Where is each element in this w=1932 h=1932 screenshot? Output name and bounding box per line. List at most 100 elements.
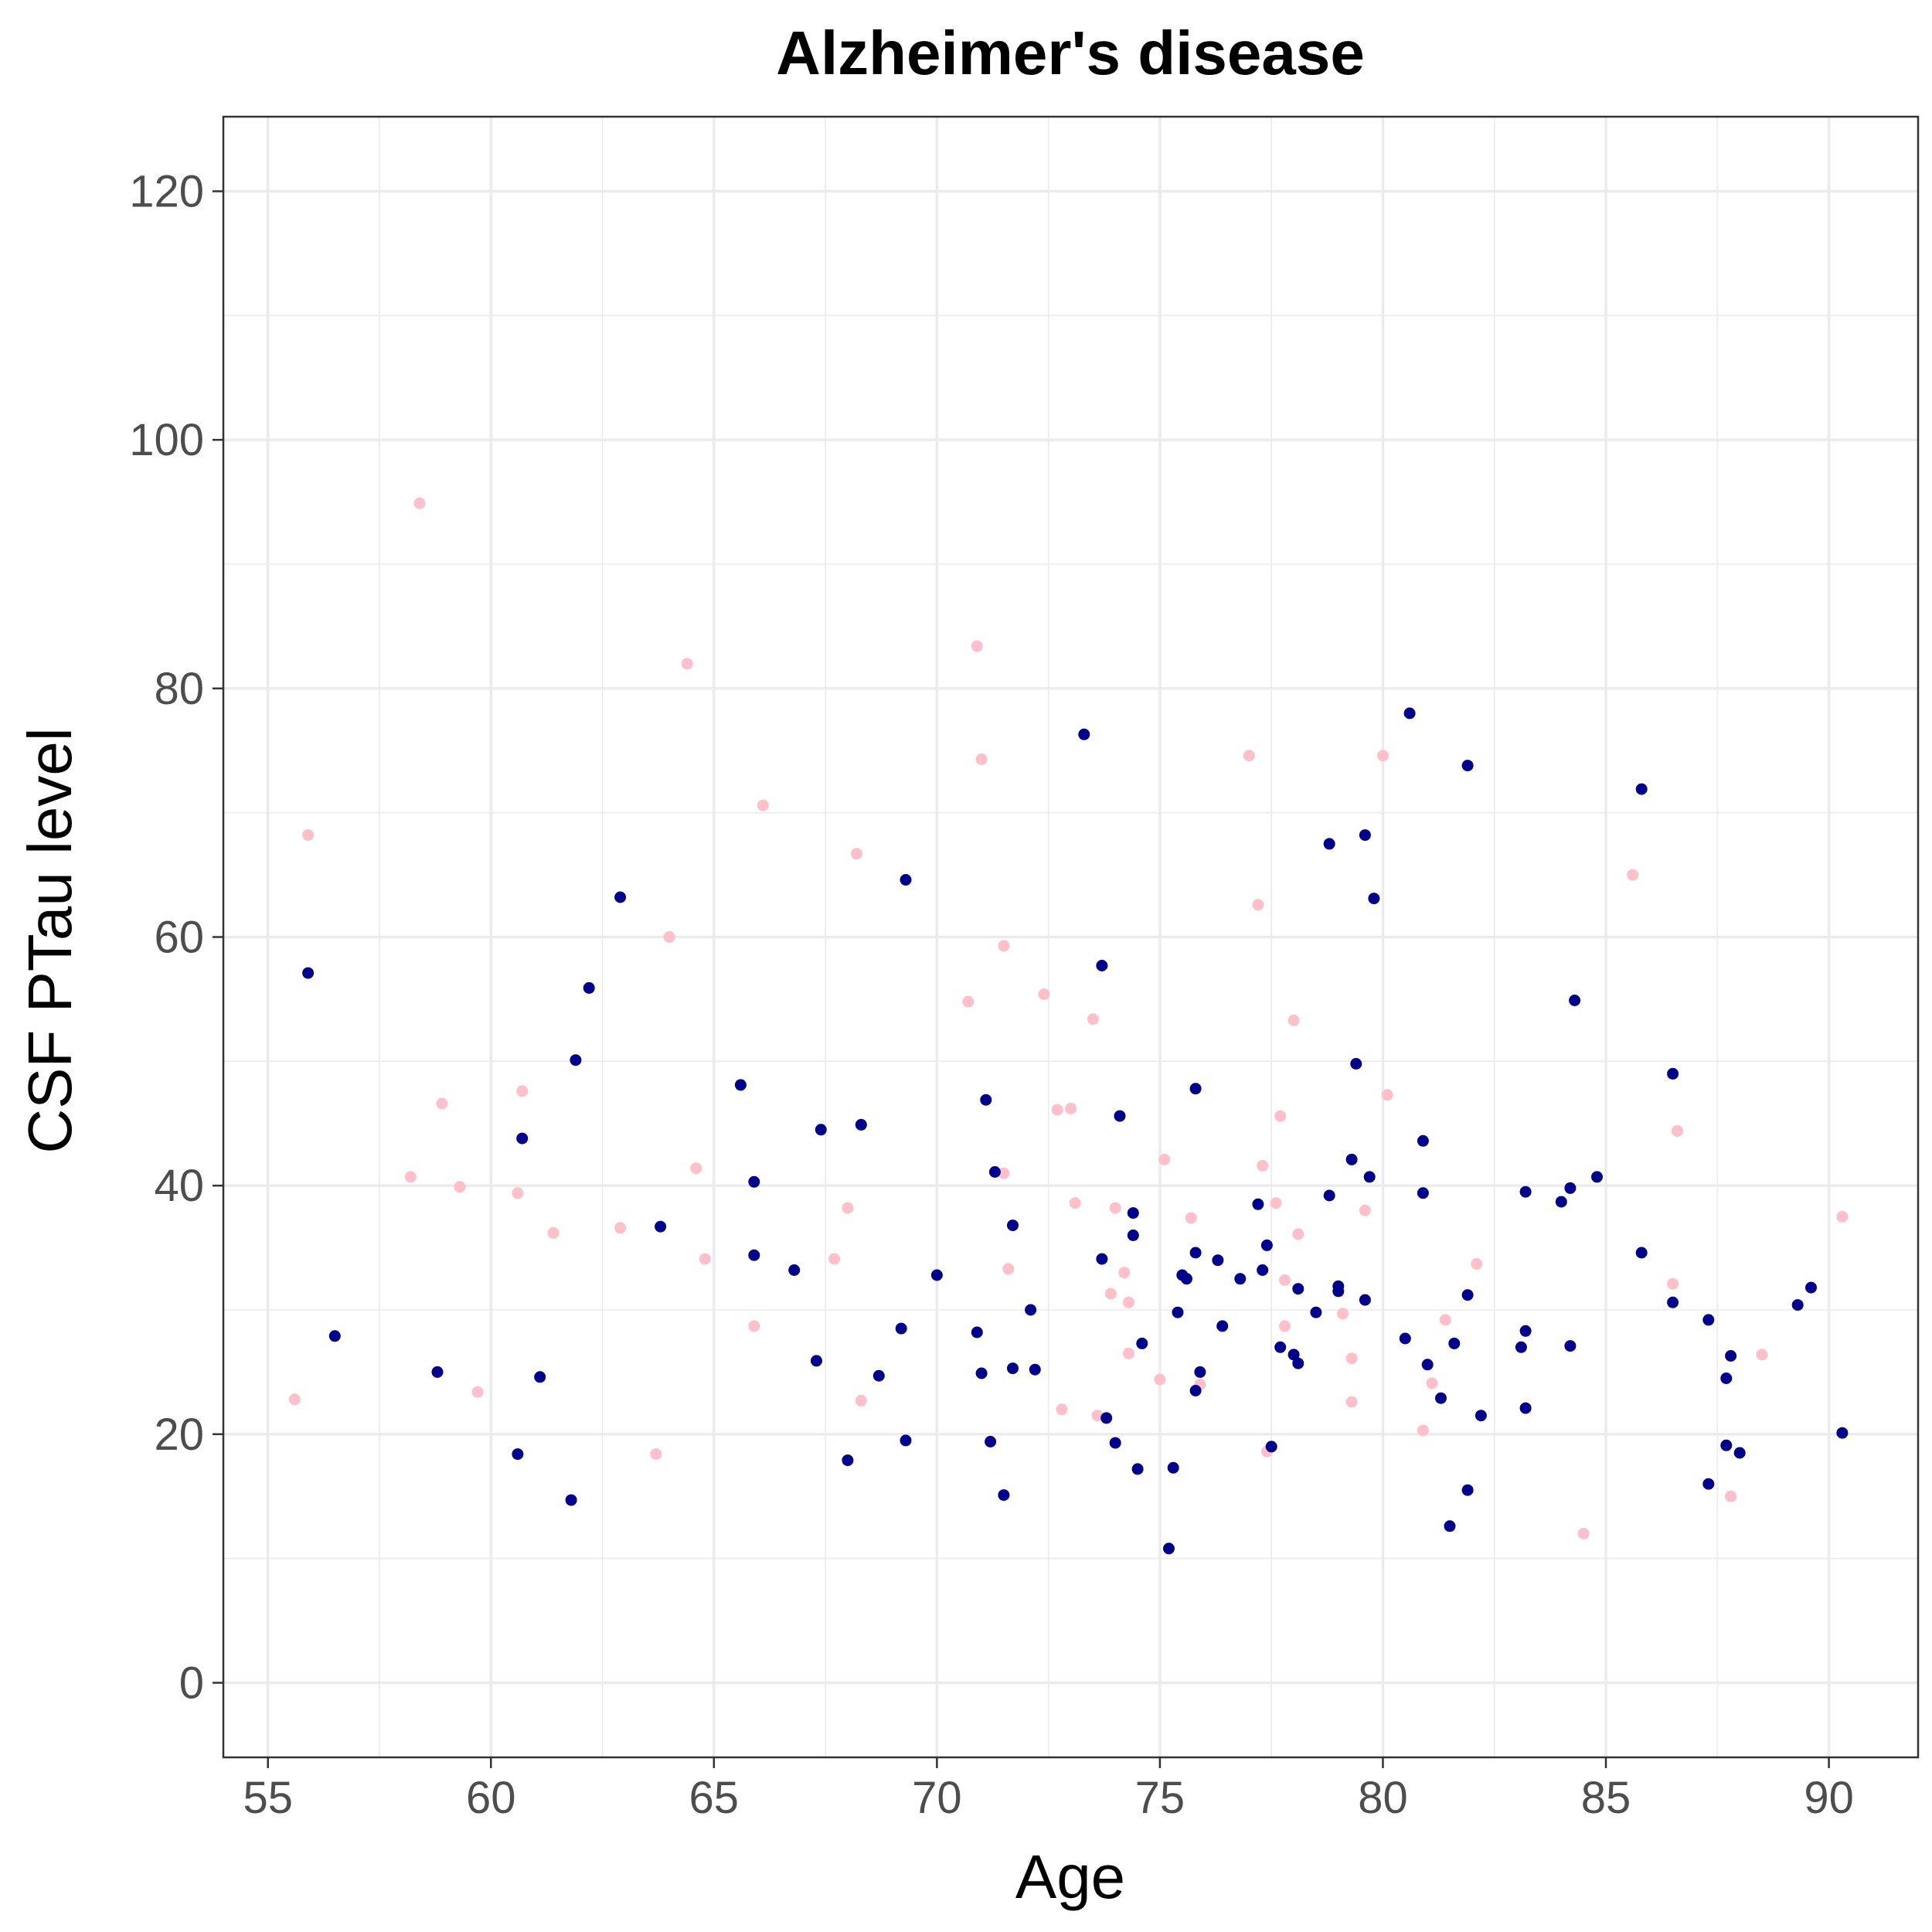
data-point: [1181, 1273, 1192, 1285]
data-point: [1292, 1357, 1304, 1369]
data-point: [1555, 1196, 1567, 1208]
y-tick-label: 0: [179, 1658, 204, 1709]
x-tick-label: 65: [689, 1773, 740, 1823]
data-point: [1007, 1219, 1019, 1232]
data-point: [1096, 960, 1108, 971]
data-point: [1471, 1258, 1483, 1270]
data-point: [788, 1264, 801, 1276]
data-point: [1439, 1314, 1451, 1326]
data-point: [1444, 1520, 1456, 1532]
data-point: [1029, 1363, 1041, 1376]
y-tick-label: 120: [129, 167, 204, 217]
data-point: [1136, 1337, 1148, 1349]
data-point: [328, 1330, 341, 1342]
data-point: [1756, 1349, 1768, 1361]
data-point: [855, 1118, 867, 1131]
data-point: [1158, 1153, 1171, 1165]
data-point: [1109, 1202, 1121, 1214]
data-point: [655, 1220, 667, 1233]
data-point: [1515, 1341, 1527, 1353]
data-point: [1399, 1332, 1411, 1345]
data-point: [1345, 1153, 1358, 1165]
data-point: [1359, 1204, 1371, 1216]
data-point: [1836, 1427, 1849, 1439]
data-point: [1725, 1490, 1737, 1502]
data-point: [1345, 1352, 1358, 1365]
data-point: [614, 1222, 627, 1234]
data-point: [1131, 1463, 1144, 1475]
data-point: [1627, 869, 1639, 881]
data-point: [962, 995, 975, 1008]
y-tick-label: 40: [154, 1161, 204, 1211]
data-point: [930, 1269, 943, 1281]
data-point: [1270, 1197, 1282, 1209]
data-point: [288, 1393, 301, 1406]
data-point: [1519, 1185, 1532, 1198]
data-point: [985, 1436, 997, 1447]
data-point: [1114, 1110, 1126, 1122]
data-point: [1257, 1264, 1269, 1276]
x-tick-label: 90: [1804, 1773, 1854, 1823]
y-axis-title: CSF PTau level: [15, 727, 84, 1153]
data-point: [1189, 1083, 1202, 1095]
data-point: [1702, 1314, 1715, 1326]
data-point: [1123, 1347, 1134, 1359]
data-point: [699, 1253, 711, 1265]
data-point: [471, 1386, 484, 1398]
data-point: [1403, 707, 1416, 719]
data-point: [1323, 838, 1335, 850]
y-tick-label: 20: [154, 1410, 204, 1460]
data-point: [872, 1369, 885, 1382]
data-point: [1104, 1287, 1117, 1300]
data-point: [1292, 1228, 1304, 1240]
data-point: [690, 1162, 702, 1175]
data-point: [1577, 1528, 1590, 1539]
data-point: [1189, 1385, 1202, 1396]
data-point: [1100, 1412, 1113, 1424]
data-point: [1377, 750, 1389, 762]
data-point: [1310, 1306, 1322, 1318]
data-point: [1363, 1171, 1376, 1183]
data-point: [1359, 1294, 1371, 1306]
data-point: [534, 1371, 546, 1383]
chart-title: Alzheimer's disease: [776, 19, 1365, 87]
data-point: [988, 1166, 1001, 1178]
x-tick-label: 70: [912, 1773, 962, 1823]
data-point: [1671, 1124, 1683, 1137]
data-point: [681, 658, 693, 670]
data-point: [734, 1079, 747, 1091]
data-point: [1292, 1283, 1304, 1295]
data-point: [1167, 1461, 1179, 1474]
data-point: [1350, 1058, 1362, 1070]
data-point: [1733, 1447, 1746, 1459]
data-point: [1234, 1273, 1247, 1285]
data-point: [1038, 988, 1050, 1000]
data-point: [413, 497, 426, 509]
data-point: [1025, 1304, 1037, 1316]
data-point: [1359, 829, 1371, 842]
data-point: [1569, 995, 1581, 1006]
data-point: [1448, 1337, 1461, 1349]
data-points: [288, 497, 1849, 1555]
data-point: [1791, 1299, 1804, 1311]
data-point: [828, 1253, 841, 1265]
data-point: [1287, 1349, 1300, 1361]
data-point: [855, 1394, 867, 1406]
data-point: [748, 1175, 760, 1188]
x-tick-label: 55: [243, 1773, 293, 1823]
data-point: [1069, 1197, 1081, 1209]
data-point: [1564, 1340, 1577, 1352]
data-point: [1635, 783, 1648, 795]
data-point: [895, 1322, 907, 1335]
data-point: [1127, 1207, 1139, 1219]
data-point: [900, 874, 912, 886]
data-point: [1243, 750, 1255, 762]
data-point: [1096, 1253, 1108, 1265]
data-point: [842, 1202, 854, 1214]
data-point: [998, 1167, 1010, 1179]
data-point: [1381, 1089, 1393, 1101]
data-point: [1461, 1289, 1474, 1301]
data-point: [971, 640, 983, 652]
data-point: [663, 931, 675, 943]
